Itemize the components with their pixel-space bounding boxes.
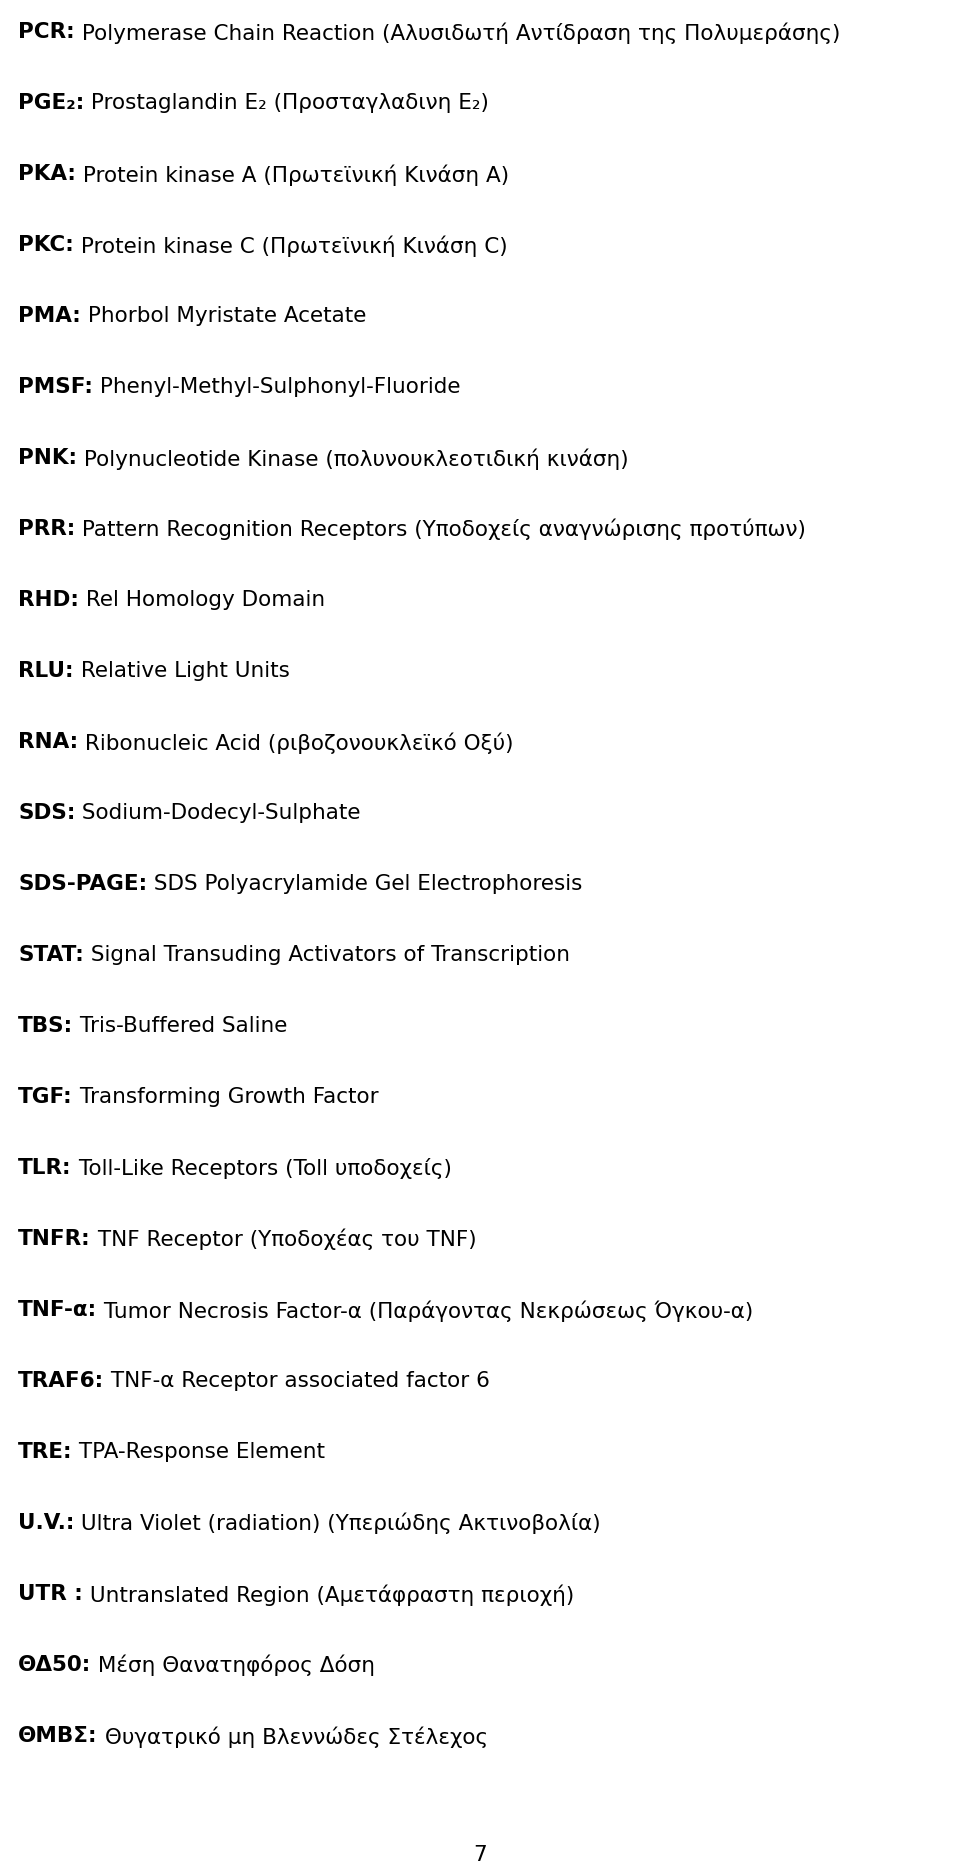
- Text: RNA:: RNA:: [18, 732, 78, 752]
- Text: Tris-Buffered Saline: Tris-Buffered Saline: [73, 1016, 287, 1037]
- Text: SDS:: SDS:: [18, 803, 76, 823]
- Text: Θυγατρικό μη Βλεννώδες Στέλεχος: Θυγατρικό μη Βλεννώδες Στέλεχος: [98, 1727, 488, 1748]
- Text: TNF-α Receptor associated factor 6: TNF-α Receptor associated factor 6: [104, 1371, 490, 1390]
- Text: ΘΜΒΣ:: ΘΜΒΣ:: [18, 1727, 98, 1746]
- Text: PMA:: PMA:: [18, 307, 81, 326]
- Text: TGF:: TGF:: [18, 1087, 73, 1108]
- Text: TLR:: TLR:: [18, 1158, 71, 1179]
- Text: TNFR:: TNFR:: [18, 1229, 90, 1250]
- Text: Transforming Growth Factor: Transforming Growth Factor: [73, 1087, 378, 1108]
- Text: Pattern Recognition Receptors (Υποδοχείς αναγνώρισης προτύπων): Pattern Recognition Receptors (Υποδοχείς…: [75, 518, 806, 541]
- Text: PMSF:: PMSF:: [18, 376, 93, 397]
- Text: Protein kinase A (Πρωτεϊνική Κινάση A): Protein kinase A (Πρωτεϊνική Κινάση A): [76, 165, 509, 185]
- Text: Phorbol Myristate Acetate: Phorbol Myristate Acetate: [81, 307, 366, 326]
- Text: Sodium-Dodecyl-Sulphate: Sodium-Dodecyl-Sulphate: [76, 803, 361, 823]
- Text: TNF-α:: TNF-α:: [18, 1300, 97, 1321]
- Text: RLU:: RLU:: [18, 660, 74, 681]
- Text: Protein kinase C (Πρωτεϊνική Κινάση C): Protein kinase C (Πρωτεϊνική Κινάση C): [74, 236, 508, 256]
- Text: Ultra Violet (radiation) (Υπεριώδης Ακτινοβολία): Ultra Violet (radiation) (Υπεριώδης Ακτι…: [74, 1514, 601, 1534]
- Text: Phenyl-Methyl-Sulphonyl-Fluoride: Phenyl-Methyl-Sulphonyl-Fluoride: [93, 376, 461, 397]
- Text: Rel Homology Domain: Rel Homology Domain: [79, 589, 325, 610]
- Text: PCR:: PCR:: [18, 22, 75, 41]
- Text: Relative Light Units: Relative Light Units: [74, 660, 289, 681]
- Text: TBS:: TBS:: [18, 1016, 73, 1037]
- Text: RHD:: RHD:: [18, 589, 79, 610]
- Text: SDS Polyacrylamide Gel Electrophoresis: SDS Polyacrylamide Gel Electrophoresis: [147, 874, 583, 894]
- Text: TRAF6:: TRAF6:: [18, 1371, 104, 1390]
- Text: Toll-Like Receptors (Toll υποδοχείς): Toll-Like Receptors (Toll υποδοχείς): [71, 1158, 451, 1179]
- Text: UTR :: UTR :: [18, 1585, 83, 1603]
- Text: PKA:: PKA:: [18, 165, 76, 183]
- Text: SDS-PAGE:: SDS-PAGE:: [18, 874, 147, 894]
- Text: PGE₂:: PGE₂:: [18, 94, 84, 112]
- Text: Untranslated Region (Αμετάφραστη περιοχή): Untranslated Region (Αμετάφραστη περιοχή…: [83, 1585, 574, 1605]
- Text: PKC:: PKC:: [18, 236, 74, 254]
- Text: U.V.:: U.V.:: [18, 1514, 74, 1532]
- Text: TRE:: TRE:: [18, 1443, 73, 1461]
- Text: Signal Transuding Activators of Transcription: Signal Transuding Activators of Transcri…: [84, 945, 569, 965]
- Text: PNK:: PNK:: [18, 447, 77, 468]
- Text: Μέση Θανατηφόρος Δόση: Μέση Θανατηφόρος Δόση: [91, 1656, 375, 1676]
- Text: Polymerase Chain Reaction (Αλυσιδωτή Αντίδραση της Πολυμεράσης): Polymerase Chain Reaction (Αλυσιδωτή Αντ…: [75, 22, 840, 43]
- Text: TNF Receptor (Υποδοχέας του TNF): TNF Receptor (Υποδοχέας του TNF): [90, 1229, 476, 1250]
- Text: 7: 7: [473, 1845, 487, 1865]
- Text: PRR:: PRR:: [18, 518, 75, 539]
- Text: Prostaglandin E₂ (Προσταγλαδινη E₂): Prostaglandin E₂ (Προσταγλαδινη E₂): [84, 94, 490, 112]
- Text: Polynucleotide Kinase (πολυνουκλεοτιδική κινάση): Polynucleotide Kinase (πολυνουκλεοτιδική…: [77, 447, 629, 470]
- Text: Ribonucleic Acid (ριβοζονουκλεϊκό Οξύ): Ribonucleic Acid (ριβοζονουκλεϊκό Οξύ): [78, 732, 514, 754]
- Text: ΘΔ50:: ΘΔ50:: [18, 1656, 91, 1675]
- Text: TPA-Response Element: TPA-Response Element: [73, 1443, 325, 1461]
- Text: Tumor Necrosis Factor-α (Παράγοντας Νεκρώσεως Όγκου-α): Tumor Necrosis Factor-α (Παράγοντας Νεκρ…: [97, 1300, 754, 1321]
- Text: STAT:: STAT:: [18, 945, 84, 965]
